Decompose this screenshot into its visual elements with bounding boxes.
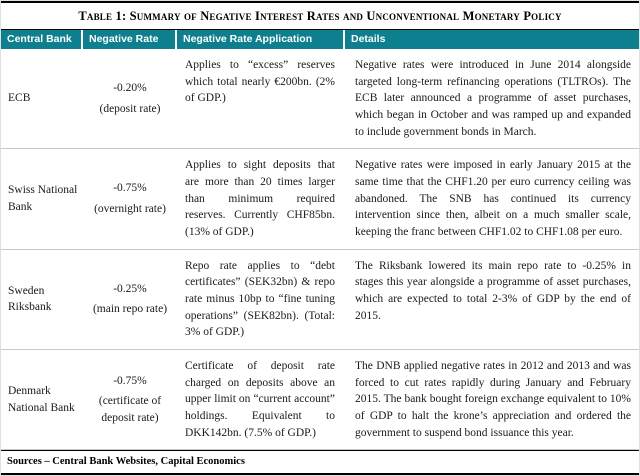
rate-application: Applies to “excess” reserves which total… — [185, 59, 335, 105]
rate-note: (main repo rate) — [92, 303, 168, 316]
rate-value: -0.20% — [113, 82, 147, 94]
rate-note: (deposit rate) — [99, 102, 161, 115]
column-header-rate-application: Negative Rate Application — [177, 30, 345, 49]
bank-name: ECB — [8, 92, 31, 105]
rate-application: Certificate of deposit rate charged on d… — [185, 360, 335, 439]
rate-application: Applies to sight deposits that are more … — [185, 159, 335, 239]
rate-value: -0.25% — [113, 282, 147, 295]
rate-value: -0.75% — [113, 182, 147, 195]
details: Negative rates were imposed in early Jan… — [355, 159, 631, 239]
bank-name: Sweden Riksbank — [8, 284, 52, 314]
column-header-negative-rate: Negative Rate — [83, 30, 177, 49]
table-row-snb: Swiss National Bank -0.75% (overnight ra… — [1, 149, 639, 250]
negative-rate: -0.25% (main repo rate) — [83, 250, 177, 349]
table-row-ecb: ECB -0.20% (deposit rate) Applies to “ex… — [1, 49, 639, 150]
rate-note: (overnight rate) — [94, 203, 166, 216]
negative-rate: -0.75% (certificate of deposit rate) — [83, 350, 177, 449]
column-header-details: Details — [345, 30, 639, 49]
table-title: Table 1: Summary of Negative Interest Ra… — [1, 1, 639, 30]
table-row-dnb: Denmark National Bank -0.75% (certificat… — [1, 350, 639, 451]
details: The DNB applied negative rates in 2012 a… — [355, 360, 631, 439]
bank-name: Denmark National Bank — [8, 385, 75, 414]
table-header: Central Bank Negative Rate Negative Rate… — [1, 30, 639, 49]
sources-footer: Sources – Central Bank Websites, Capital… — [1, 450, 639, 476]
column-header-central-bank: Central Bank — [1, 30, 83, 49]
negative-rate: -0.75% (overnight rate) — [83, 149, 177, 248]
table-row-riksbank: Sweden Riksbank -0.25% (main repo rate) … — [1, 250, 639, 351]
bank-name: Swiss National Bank — [8, 184, 78, 214]
details: Negative rates were introduced in June 2… — [355, 59, 631, 138]
negative-rate: -0.20% (deposit rate) — [83, 49, 177, 148]
rate-value: -0.75% — [113, 374, 147, 387]
details: The Riksbank lowered its main repo rate … — [355, 259, 631, 322]
rate-application: Repo rate applies to “debt certificates”… — [185, 259, 335, 339]
rate-note: (certificate of deposit rate) — [98, 395, 162, 425]
